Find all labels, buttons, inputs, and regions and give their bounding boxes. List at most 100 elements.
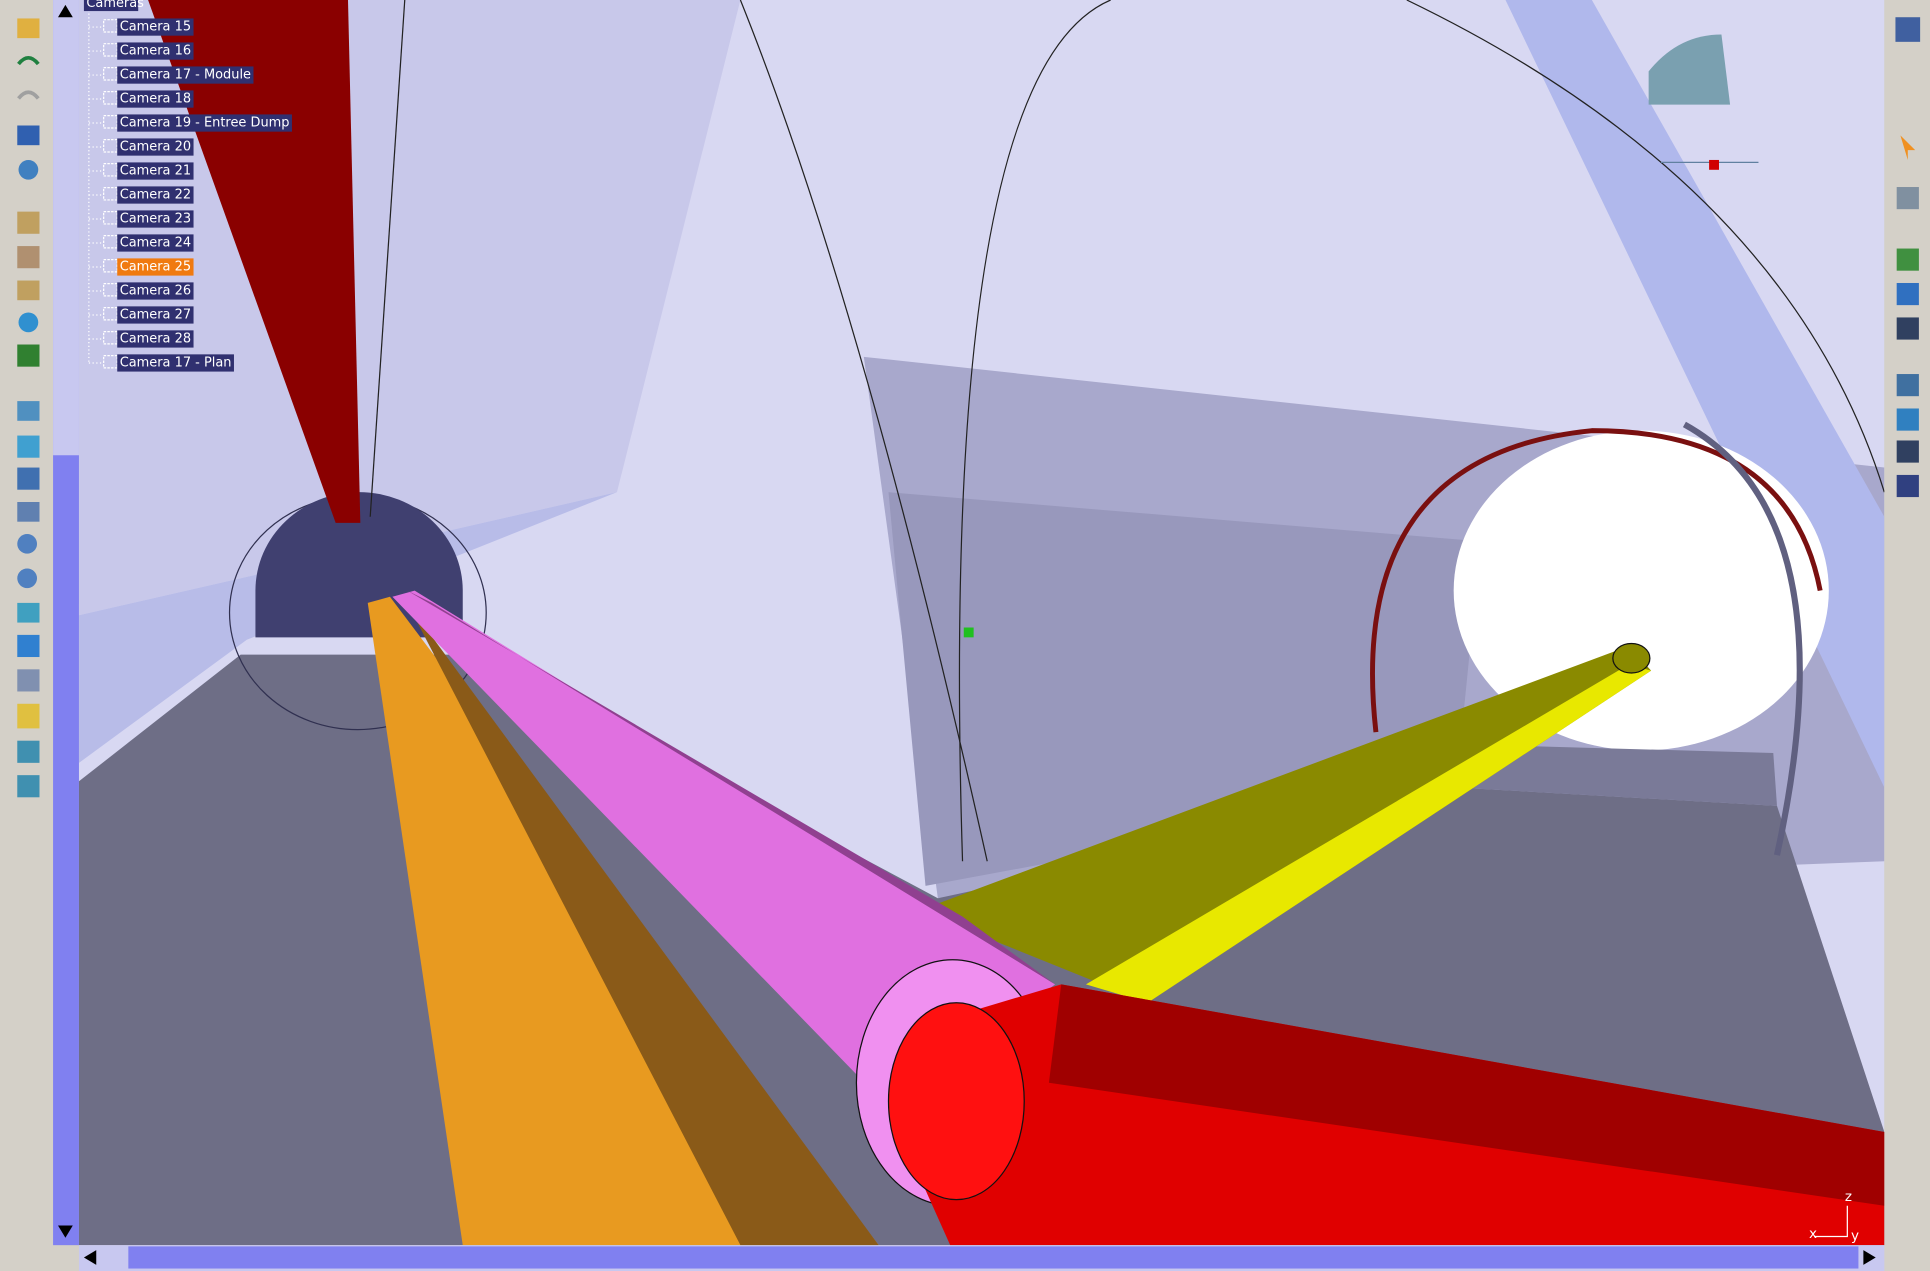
tool-r7[interactable]: [1896, 474, 1919, 498]
tool-material[interactable]: [17, 775, 40, 798]
tool-open[interactable]: [17, 18, 40, 39]
tool-d[interactable]: [18, 312, 39, 333]
compass-handle[interactable]: [1709, 159, 1719, 170]
tool-fit[interactable]: [17, 435, 40, 458]
left-toolbar-icons: [17, 18, 40, 798]
scroll-left[interactable]: [83, 1250, 97, 1265]
tree-item[interactable]: Camera 28: [120, 331, 191, 346]
arch-line: [1406, 0, 1885, 493]
tool-r5[interactable]: [1896, 408, 1919, 431]
tool-scene[interactable]: [1895, 17, 1921, 42]
tree-item-bg: [117, 282, 194, 300]
tool-swap[interactable]: [17, 740, 40, 763]
tool-spin[interactable]: [17, 502, 40, 522]
right-toolbar-icons: [1895, 17, 1921, 498]
tree-item[interactable]: Camera 23: [120, 212, 191, 227]
tree-item-bg: [117, 42, 194, 60]
tree-item-bg: [117, 330, 194, 348]
orange-shade: [407, 602, 879, 1246]
scroll-right[interactable]: [1863, 1250, 1876, 1265]
tool-fly[interactable]: [17, 401, 40, 421]
tree-item-bg: [117, 66, 254, 84]
tunnel-opening: [1453, 430, 1829, 751]
tree-item-bg: [117, 354, 234, 372]
tool-render[interactable]: [17, 669, 40, 692]
right-toolbar: [1884, 0, 1930, 1271]
red-shade: [1048, 984, 1885, 1206]
tree-item-bg: [117, 138, 194, 156]
tool-rotate[interactable]: [18, 159, 39, 180]
tree-item[interactable]: Camera 21: [120, 164, 191, 179]
arch-line: [958, 0, 1111, 862]
yellow-side: [1085, 664, 1652, 1003]
tree-item-bg: [117, 234, 194, 252]
tree-item[interactable]: Camera 24: [120, 236, 191, 251]
tree-root-bg: [83, 0, 139, 12]
tool-r6[interactable]: [1896, 440, 1919, 463]
axis-y: y: [1851, 1228, 1859, 1244]
tool-tree[interactable]: [17, 344, 40, 367]
tool-c[interactable]: [17, 280, 40, 301]
tree-item[interactable]: Camera 25: [120, 260, 191, 275]
axis-x: x: [1809, 1226, 1817, 1242]
tree-item[interactable]: Camera 17 - Plan: [120, 355, 232, 370]
tree-item[interactable]: Camera 22: [120, 188, 191, 203]
tree-item[interactable]: Camera 16: [120, 44, 191, 59]
tree-item-bg: [117, 162, 194, 180]
tool-r4[interactable]: [1896, 374, 1919, 397]
tree-root[interactable]: Cameras: [86, 0, 144, 11]
tree-item-bg: [117, 210, 194, 228]
tool-pan[interactable]: [17, 467, 40, 490]
tree-item[interactable]: Camera 19 - Entree Dump: [120, 116, 290, 131]
edge: [369, 0, 406, 517]
tool-r1[interactable]: [1896, 187, 1919, 210]
tool-redo[interactable]: [17, 90, 40, 100]
white-ring: [1682, 421, 1803, 856]
tree-item-bg: [117, 186, 194, 204]
tool-normal[interactable]: [17, 602, 40, 623]
tree-item[interactable]: Camera 17 - Module: [120, 68, 251, 83]
scroll-down[interactable]: [57, 1225, 73, 1238]
tool-select[interactable]: [1900, 135, 1916, 160]
h-scroll-thumb[interactable]: [128, 1246, 1859, 1269]
tree-item[interactable]: Camera 20: [120, 140, 191, 155]
red-ring: [1370, 428, 1823, 733]
arch-line: [739, 0, 988, 862]
tool-undo[interactable]: [17, 56, 40, 66]
ledge: [1456, 744, 1777, 806]
scroll-up[interactable]: [57, 4, 73, 18]
red-pipe-face: [887, 1002, 1025, 1201]
tool-camera[interactable]: [1896, 317, 1919, 340]
spec-tree: Cameras Camera 15 Camera 16 Camera 17 - Mo…: [83, 0, 292, 372]
scroll-thumb[interactable]: [53, 0, 79, 456]
tool-views[interactable]: [17, 634, 40, 658]
wall-band: [78, 492, 618, 763]
tool-r3[interactable]: [1896, 282, 1919, 306]
axis-triad: [1814, 1205, 1848, 1238]
axis-z: z: [1845, 1189, 1852, 1205]
tool-zoom-out[interactable]: [17, 568, 38, 589]
tool-hide[interactable]: [17, 703, 40, 729]
tree-item[interactable]: Camera 18: [120, 92, 191, 107]
tree-item-bg: [117, 306, 194, 324]
tool-help[interactable]: [17, 125, 40, 146]
olive-pipe: [919, 645, 1652, 1003]
tree-item-bg: [117, 258, 194, 276]
tree-item-bg: [117, 18, 194, 36]
compass[interactable]: [1648, 34, 1731, 105]
green-marker: [963, 627, 974, 638]
tree-item-bg: [117, 114, 292, 132]
tree-item[interactable]: Camera 27: [120, 307, 191, 322]
tool-r2[interactable]: [1896, 248, 1919, 271]
tool-zoom-in[interactable]: [17, 533, 38, 554]
tree-item[interactable]: Camera 15: [120, 20, 191, 35]
3d-viewport: z x y: [78, 0, 1885, 1246]
magenta-pipe: [392, 590, 1056, 1108]
tool-a[interactable]: [17, 211, 40, 234]
pipe-end: [1612, 642, 1651, 674]
tree-item[interactable]: Camera 26: [120, 283, 191, 298]
tree-item-bg: [117, 90, 194, 108]
tool-b[interactable]: [17, 246, 40, 269]
